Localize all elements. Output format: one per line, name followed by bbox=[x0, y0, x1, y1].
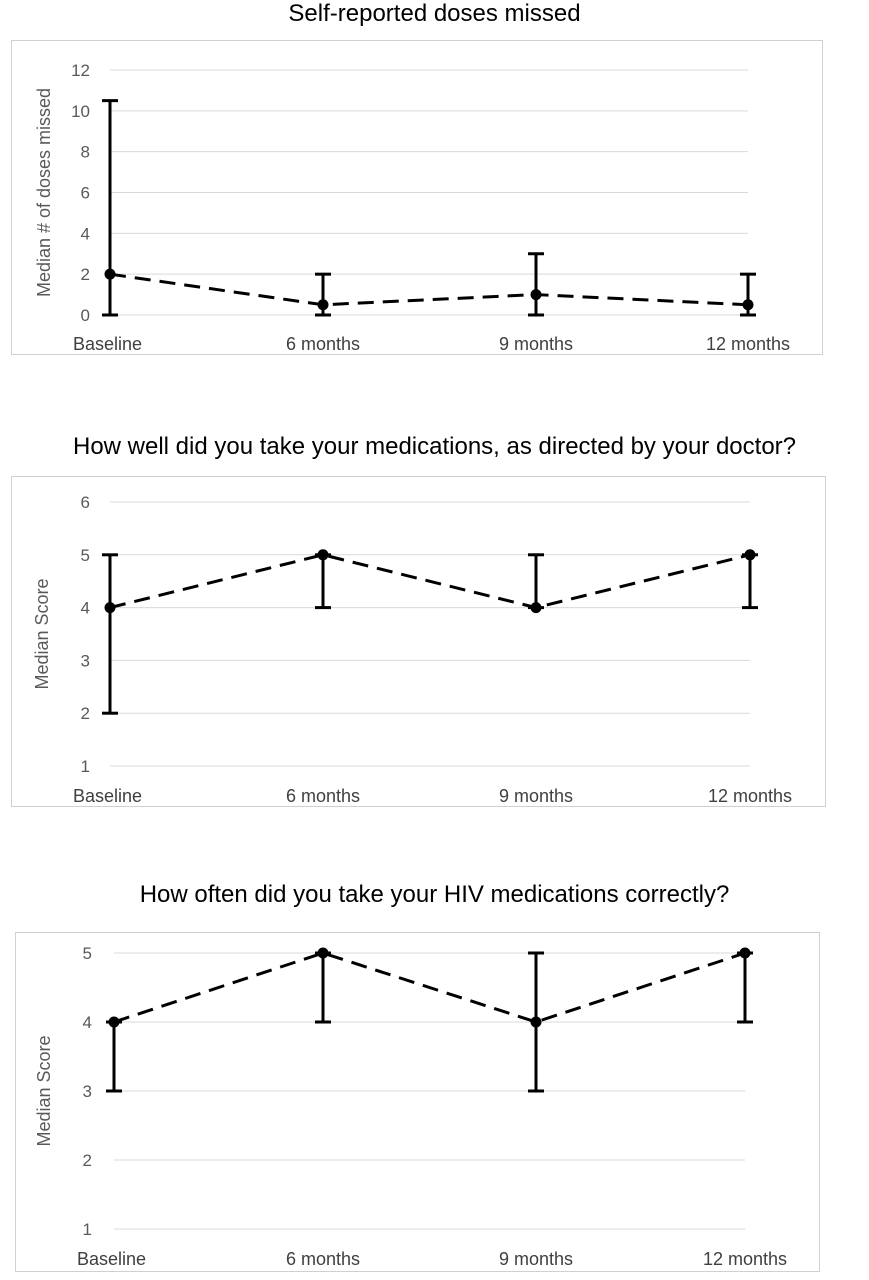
x-tick-label: 12 months bbox=[703, 1249, 787, 1269]
y-tick-label: 2 bbox=[81, 704, 90, 723]
data-point bbox=[108, 1016, 120, 1028]
y-tick-label: 2 bbox=[81, 265, 90, 284]
y-tick-label: 2 bbox=[83, 1151, 92, 1170]
x-tick-label: 12 months bbox=[708, 786, 792, 806]
chart-3-panel bbox=[15, 932, 820, 1272]
chart-2-title: How well did you take your medications, … bbox=[72, 433, 797, 460]
y-tick-label: 0 bbox=[81, 306, 90, 325]
y-tick-label: 6 bbox=[81, 184, 90, 203]
series-line bbox=[109, 272, 749, 307]
chart-3-title: How often did you take your HIV medicati… bbox=[139, 881, 730, 908]
y-tick-label: 5 bbox=[83, 944, 92, 963]
y-axis-label: Median Score bbox=[34, 1035, 54, 1146]
series-line bbox=[113, 951, 746, 1024]
y-tick-label: 1 bbox=[83, 1220, 92, 1239]
y-tick-label: 10 bbox=[71, 102, 90, 121]
data-point bbox=[317, 947, 329, 959]
y-tick-label: 1 bbox=[81, 757, 90, 776]
x-tick-label: Baseline bbox=[77, 1249, 146, 1269]
data-point bbox=[530, 602, 542, 614]
y-tick-label: 5 bbox=[81, 546, 90, 565]
x-tick-label: Baseline bbox=[73, 786, 142, 806]
data-point bbox=[317, 549, 329, 561]
y-tick-label: 3 bbox=[83, 1082, 92, 1101]
data-point bbox=[104, 268, 116, 280]
y-tick-label: 8 bbox=[81, 143, 90, 162]
x-tick-label: Baseline bbox=[73, 334, 142, 354]
x-tick-label: 12 months bbox=[706, 334, 790, 354]
y-axis-label: Median Score bbox=[32, 578, 52, 689]
data-point bbox=[317, 299, 329, 311]
y-tick-label: 3 bbox=[81, 651, 90, 670]
data-point bbox=[739, 947, 751, 959]
data-point bbox=[530, 1016, 542, 1028]
y-tick-label: 4 bbox=[81, 224, 90, 243]
y-axis-label: Median # of doses missed bbox=[34, 88, 54, 297]
x-tick-label: 9 months bbox=[499, 786, 573, 806]
y-tick-label: 4 bbox=[81, 599, 90, 618]
series-line bbox=[109, 553, 751, 610]
x-tick-label: 6 months bbox=[286, 1249, 360, 1269]
x-tick-label: 9 months bbox=[499, 1249, 573, 1269]
data-point bbox=[744, 549, 756, 561]
chart-1-title: Self-reported doses missed bbox=[288, 0, 581, 27]
data-point bbox=[530, 289, 542, 301]
data-point bbox=[104, 602, 116, 614]
x-tick-label: 9 months bbox=[499, 334, 573, 354]
chart-2-panel bbox=[11, 476, 826, 807]
data-point bbox=[742, 299, 754, 311]
y-tick-label: 12 bbox=[71, 61, 90, 80]
y-tick-label: 6 bbox=[81, 493, 90, 512]
y-tick-label: 4 bbox=[83, 1013, 92, 1032]
x-tick-label: 6 months bbox=[286, 786, 360, 806]
x-tick-label: 6 months bbox=[286, 334, 360, 354]
